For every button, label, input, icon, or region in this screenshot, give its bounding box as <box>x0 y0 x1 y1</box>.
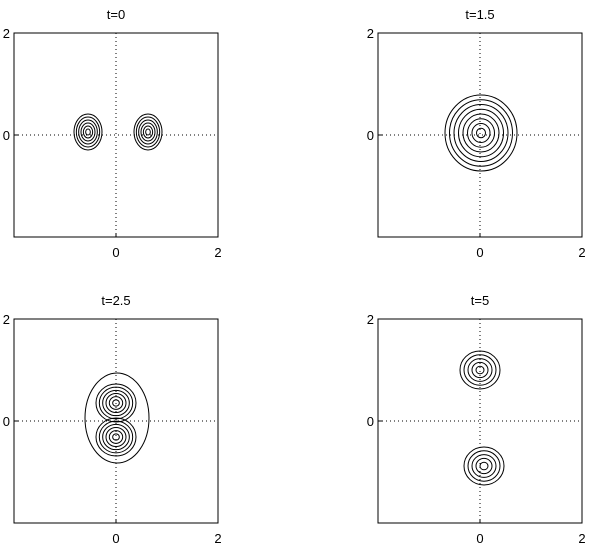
contour <box>102 389 130 417</box>
contour <box>462 113 500 153</box>
plot-frame <box>13 318 219 524</box>
contour <box>112 399 120 407</box>
contour <box>140 122 156 142</box>
plot-frame <box>377 318 583 524</box>
panel: t=1.5 0 2 0 2 <box>367 7 586 260</box>
contour <box>444 94 518 172</box>
x-tick-label: 0 <box>476 245 483 260</box>
x-tick-label: 2 <box>578 245 585 260</box>
contour <box>98 420 134 454</box>
contour <box>82 125 94 139</box>
contour <box>105 427 127 447</box>
contour <box>102 423 130 451</box>
y-tick-label: 2 <box>3 312 10 327</box>
x-tick-label: 2 <box>214 245 221 260</box>
panel: t=2.5 0 2 0 2 <box>3 293 222 546</box>
panel-title: t=2.5 <box>101 293 130 308</box>
contour <box>138 119 158 145</box>
plot-frame <box>13 32 219 238</box>
x-tick-label: 2 <box>214 531 221 546</box>
contour <box>475 457 493 475</box>
contour <box>84 372 150 464</box>
contour <box>108 430 124 444</box>
contour <box>98 386 134 420</box>
x-tick-label: 0 <box>476 531 483 546</box>
contour <box>142 125 154 139</box>
x-tick-label: 0 <box>112 531 119 546</box>
contour <box>112 433 120 441</box>
contour <box>475 365 485 375</box>
contour <box>467 450 501 482</box>
panel: t=5 0 2 0 2 <box>367 293 586 546</box>
y-tick-label: 0 <box>367 128 374 143</box>
contour <box>105 393 127 413</box>
panel-title: t=0 <box>107 7 125 22</box>
y-tick-label: 2 <box>3 26 10 41</box>
contour <box>108 396 124 410</box>
y-tick-label: 0 <box>3 414 10 429</box>
contour <box>95 417 137 457</box>
contour <box>471 454 497 478</box>
contour <box>463 446 505 486</box>
contour <box>463 354 497 386</box>
contour <box>73 113 103 151</box>
contour <box>133 113 163 151</box>
contour <box>479 461 489 471</box>
contour <box>453 104 509 162</box>
contour <box>145 128 151 136</box>
panel-title: t=1.5 <box>465 7 494 22</box>
panel: t=0 0 2 0 2 <box>3 7 222 260</box>
contour <box>80 122 96 142</box>
contour <box>85 128 91 136</box>
contour <box>471 361 489 379</box>
y-tick-label: 2 <box>367 312 374 327</box>
x-tick-label: 0 <box>112 245 119 260</box>
contour <box>135 116 161 148</box>
contour <box>458 108 504 158</box>
contour <box>95 383 137 423</box>
contour <box>75 116 101 148</box>
contour <box>449 99 513 167</box>
x-tick-label: 2 <box>578 531 585 546</box>
y-tick-label: 2 <box>367 26 374 41</box>
contour <box>459 350 501 390</box>
contour <box>471 123 491 143</box>
y-tick-label: 0 <box>3 128 10 143</box>
plot-frame <box>377 32 583 238</box>
contour <box>467 358 493 382</box>
contour <box>467 118 495 148</box>
y-tick-label: 0 <box>367 414 374 429</box>
panel-title: t=5 <box>471 293 489 308</box>
contour <box>78 119 98 145</box>
contour <box>476 127 486 139</box>
